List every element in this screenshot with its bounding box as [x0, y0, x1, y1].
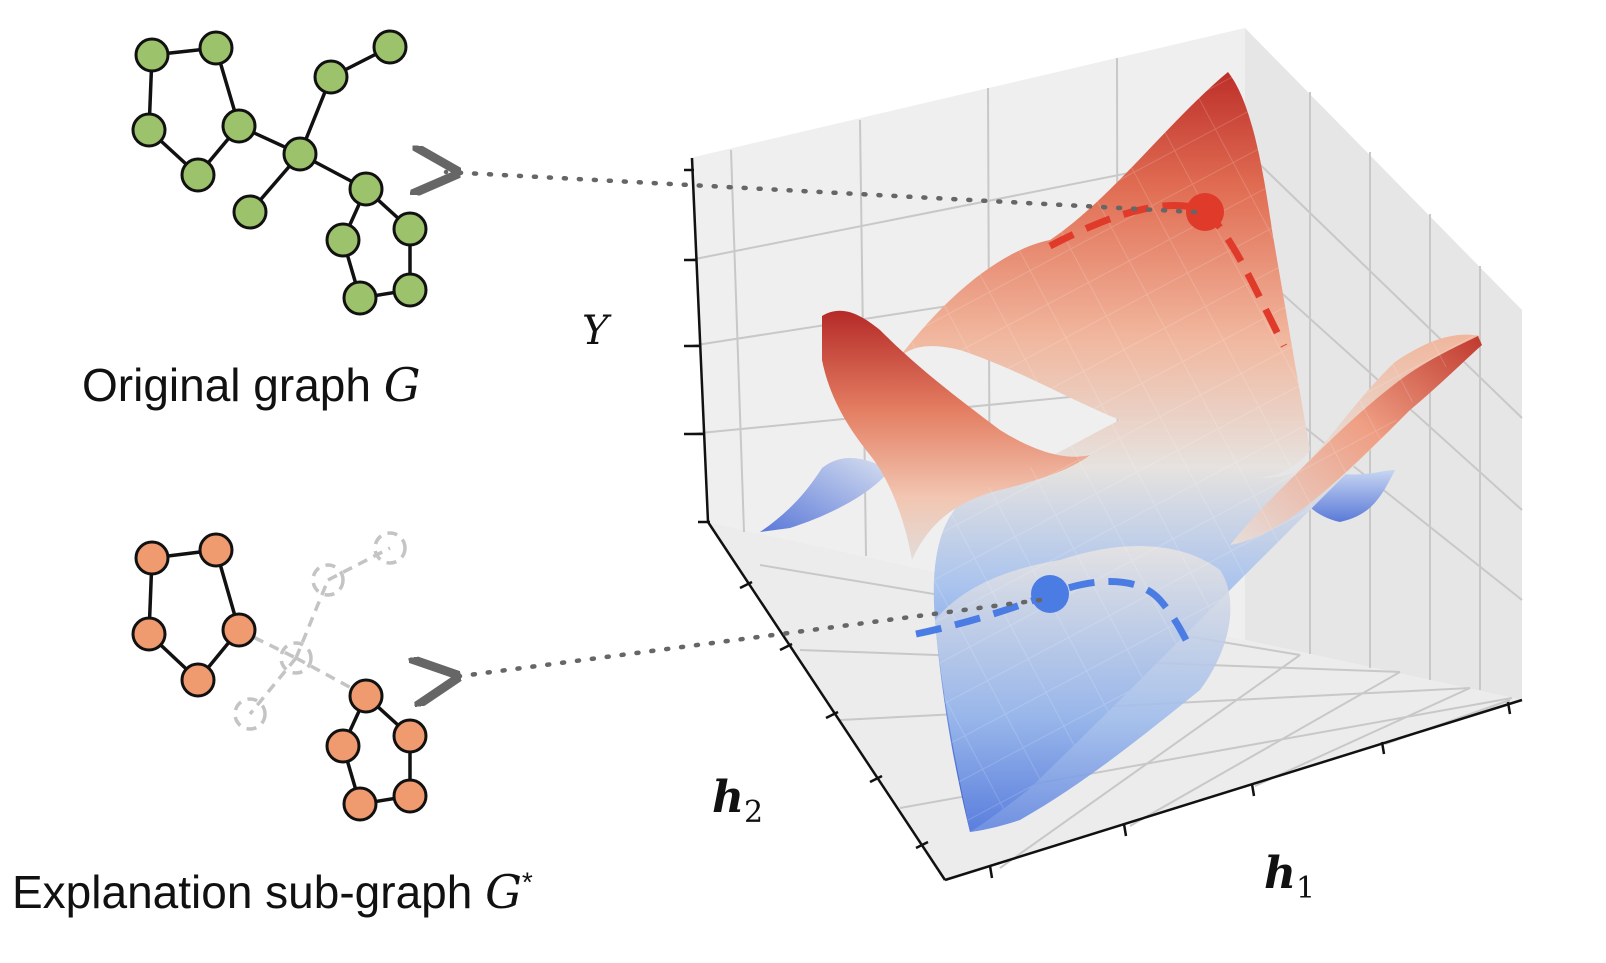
- faded-node: [233, 697, 267, 731]
- explanation-subgraph: [131, 531, 428, 822]
- faded-node: [373, 531, 407, 565]
- graph-node: [342, 280, 378, 316]
- axis-label-y-text: Y: [582, 308, 609, 354]
- graph-node: [198, 532, 234, 568]
- axis-label-y: Y: [582, 308, 608, 354]
- red-point-marker: [1186, 193, 1224, 231]
- faded-edges: [233, 531, 407, 731]
- surface-mesh: [890, 72, 1480, 832]
- graph-node: [313, 59, 349, 95]
- original-graph-nodes: [131, 29, 428, 316]
- graph-node: [392, 272, 428, 308]
- blue-point-marker: [1031, 575, 1069, 613]
- graph-node: [134, 37, 170, 73]
- graph-node: [282, 136, 318, 172]
- graph-node: [325, 222, 361, 258]
- axis-label-h1-sub: 1: [1296, 870, 1316, 906]
- explanation-subgraph-caption: Explanation sub-graph G*: [12, 865, 533, 919]
- blue-dashed-path: [915, 577, 1190, 642]
- explanation-subgraph-symbol-star: *: [521, 866, 533, 898]
- graph-node: [232, 194, 268, 230]
- subgraph-nodes: [131, 532, 428, 822]
- explanation-subgraph-caption-text: Explanation sub-graph: [12, 866, 473, 918]
- graph-node: [134, 540, 170, 576]
- arrow-to-explanation-subgraph: [446, 597, 1043, 678]
- red-trajectory: [1048, 193, 1288, 348]
- graph-node: [325, 728, 361, 764]
- faded-node: [279, 641, 313, 675]
- graph-node: [348, 171, 384, 207]
- explanation-subgraph-symbol: G: [485, 865, 522, 919]
- faded-node: [311, 563, 345, 597]
- graph-node: [392, 778, 428, 814]
- axis-label-h2-base: h: [712, 772, 744, 823]
- surface-left-tail: [760, 458, 890, 532]
- graph-node: [131, 112, 167, 148]
- graph-node: [221, 612, 257, 648]
- graph-node: [180, 157, 216, 193]
- saddle-surface: [760, 72, 1482, 832]
- axes: [684, 157, 1523, 882]
- graph-node: [392, 211, 428, 247]
- surface-left-ridge: [822, 310, 1090, 560]
- graph-node: [342, 786, 378, 822]
- graph-node: [180, 662, 216, 698]
- graph-node: [392, 718, 428, 754]
- original-graph-caption: Original graph G: [82, 358, 420, 412]
- back-wall-right: [1245, 28, 1522, 700]
- original-graph-symbol: G: [383, 358, 421, 412]
- graph-node: [372, 29, 408, 65]
- original-graph: [131, 29, 428, 316]
- axis-label-h1: h1: [1264, 848, 1315, 906]
- blue-trajectory: [915, 575, 1190, 642]
- axis-label-h1-base: h: [1264, 848, 1296, 899]
- arrow-to-original-graph: [446, 172, 1198, 215]
- graph-node: [131, 616, 167, 652]
- graph-node: [348, 678, 384, 714]
- axis-label-h2: h2: [712, 772, 763, 830]
- graph-node: [198, 30, 234, 66]
- graph-node: [221, 108, 257, 144]
- original-graph-caption-text: Original graph: [82, 359, 371, 411]
- axis-label-h2-sub: 2: [744, 794, 764, 830]
